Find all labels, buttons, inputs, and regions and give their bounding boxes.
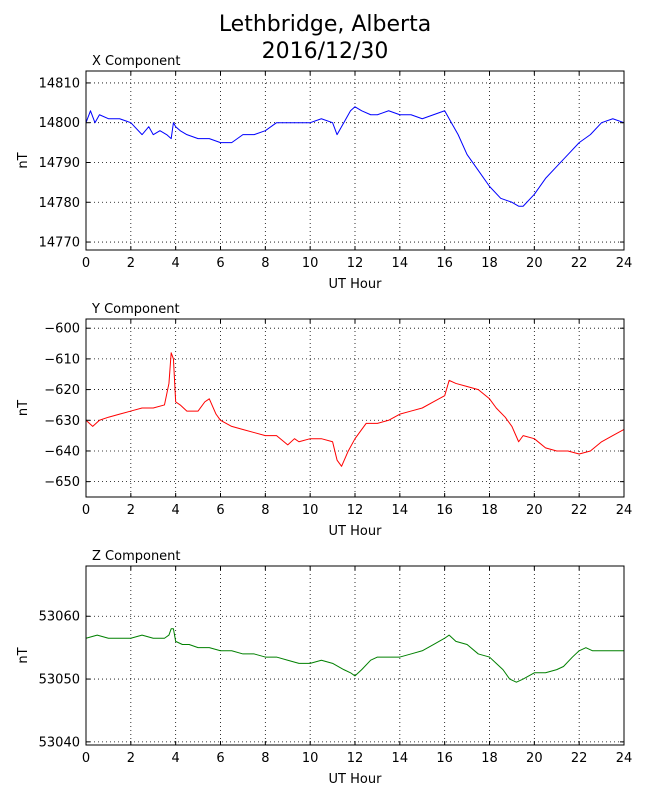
y-tick-label: 14800 <box>39 116 80 131</box>
x-tick-label: 2 <box>127 256 135 271</box>
x-tick-label: 20 <box>526 256 543 271</box>
x-tick-label: 4 <box>172 256 180 271</box>
x-axis-label: UT Hour <box>329 524 383 539</box>
x-tick-label: 12 <box>347 751 364 766</box>
x-tick-label: 6 <box>216 751 224 766</box>
x-tick-label: 6 <box>216 503 224 518</box>
panel-title: X Component <box>92 54 181 69</box>
y-tick-label: −640 <box>44 444 80 459</box>
x-tick-label: 22 <box>571 751 588 766</box>
y-tick-label: 14790 <box>39 156 80 171</box>
x-tick-label: 18 <box>481 503 498 518</box>
x-tick-label: 0 <box>82 256 90 271</box>
x-axis-label: UT Hour <box>329 772 383 787</box>
panel-title: Y Component <box>91 302 180 317</box>
y-tick-label: −620 <box>44 383 80 398</box>
x-tick-label: 0 <box>82 503 90 518</box>
series-line-1 <box>85 106 625 207</box>
x-tick-label: 12 <box>347 256 364 271</box>
x-tick-label: 14 <box>392 503 409 518</box>
y-tick-label: −630 <box>44 414 80 429</box>
x-tick-label: 24 <box>616 256 633 271</box>
y-tick-label: 53040 <box>39 735 80 750</box>
x-tick-label: 18 <box>481 751 498 766</box>
x-tick-label: 22 <box>571 256 588 271</box>
y-axis-label: nT <box>16 400 31 416</box>
y-axis-label: nT <box>16 647 31 663</box>
panel-title: Z Component <box>92 549 181 564</box>
plot-area <box>86 566 624 745</box>
y-axis-label: nT <box>16 152 31 168</box>
x-tick-label: 2 <box>127 503 135 518</box>
x-tick-label: 20 <box>526 751 543 766</box>
x-tick-label: 8 <box>261 751 269 766</box>
x-tick-label: 0 <box>82 751 90 766</box>
x-tick-label: 2 <box>127 751 135 766</box>
y-tick-label: 14770 <box>39 236 80 251</box>
x-tick-label: 10 <box>302 751 319 766</box>
x-tick-label: 14 <box>392 256 409 271</box>
x-tick-label: 12 <box>347 503 364 518</box>
y-tick-label: 53050 <box>39 673 80 688</box>
x-tick-label: 4 <box>172 503 180 518</box>
x-axis-label: UT Hour <box>329 277 383 292</box>
x-tick-label: 16 <box>436 503 453 518</box>
x-tick-label: 20 <box>526 503 543 518</box>
y-tick-label: −610 <box>44 352 80 367</box>
y-tick-label: −650 <box>44 475 80 490</box>
x-tick-label: 6 <box>216 256 224 271</box>
x-tick-label: 24 <box>616 751 633 766</box>
x-tick-label: 4 <box>172 751 180 766</box>
x-tick-label: 24 <box>616 503 633 518</box>
x-tick-label: 14 <box>392 751 409 766</box>
chart-title-location: Lethbridge, Alberta <box>218 12 432 37</box>
chart-title-date: 2016/12/30 <box>261 39 389 64</box>
x-tick-label: 10 <box>302 256 319 271</box>
series-line-1 <box>85 628 624 683</box>
series-line-1 <box>85 352 625 467</box>
x-tick-label: 22 <box>571 503 588 518</box>
y-tick-label: 14780 <box>39 196 80 211</box>
y-tick-label: −600 <box>44 322 80 337</box>
x-tick-label: 18 <box>481 256 498 271</box>
x-tick-label: 8 <box>261 256 269 271</box>
x-tick-label: 8 <box>261 503 269 518</box>
plot-area <box>86 71 624 250</box>
x-tick-label: 10 <box>302 503 319 518</box>
y-tick-label: 53060 <box>39 610 80 625</box>
x-tick-label: 16 <box>436 751 453 766</box>
y-tick-label: 14810 <box>39 76 80 91</box>
x-tick-label: 16 <box>436 256 453 271</box>
